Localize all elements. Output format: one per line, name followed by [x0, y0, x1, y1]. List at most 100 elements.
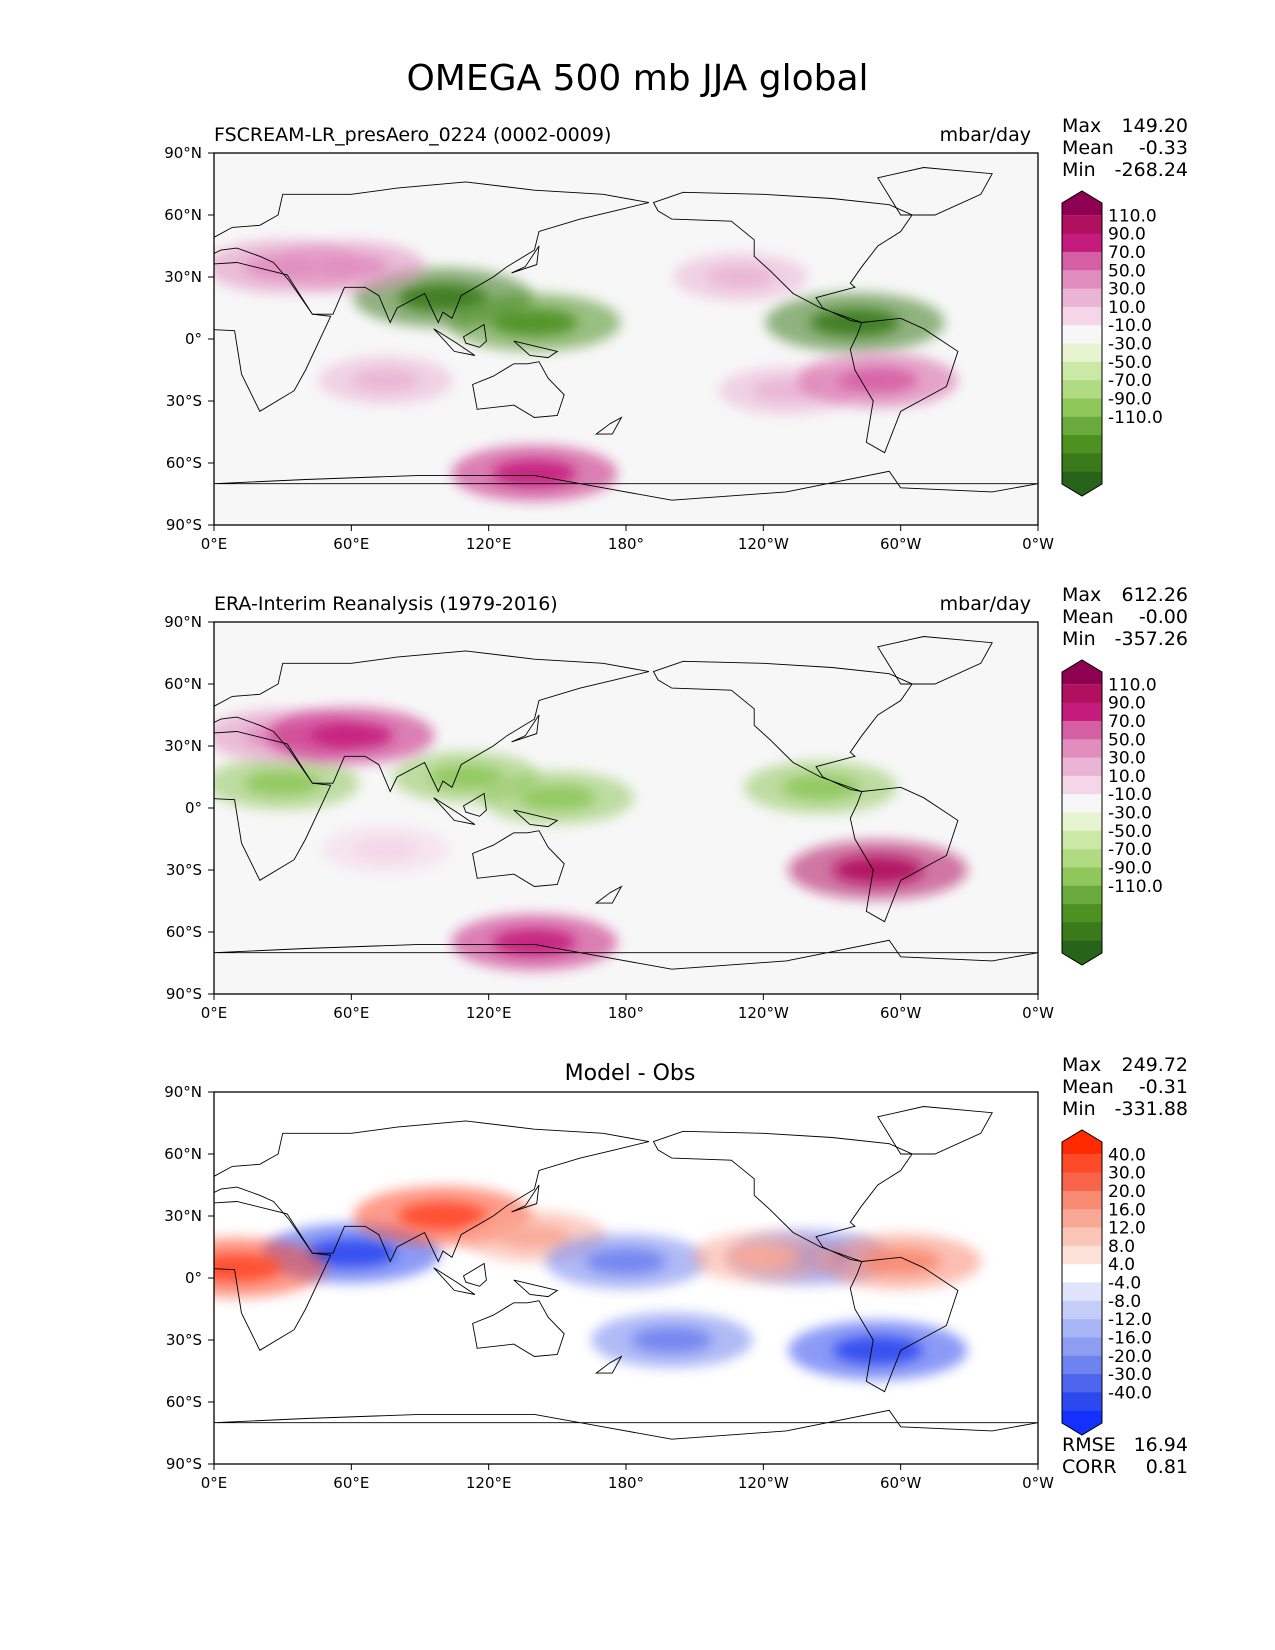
min-value: -357.26 [1114, 628, 1188, 650]
colorbar-label: 4.0 [1108, 1255, 1135, 1275]
field-core [832, 856, 923, 884]
units-label: mbar/day [939, 593, 1031, 615]
y-tick-label: 60°N [164, 206, 202, 224]
x-tick-label: 120°E [466, 535, 512, 553]
field-core [837, 367, 918, 394]
colorbar-swatch [1062, 739, 1102, 759]
colorbar-extend-max [1062, 191, 1102, 216]
rmse-label: RMSE [1062, 1434, 1116, 1456]
field-core [214, 1253, 282, 1282]
colorbar-label: -30.0 [1108, 1365, 1152, 1385]
colorbar-label: 110.0 [1108, 206, 1157, 226]
x-tick-label: 180° [608, 1474, 644, 1492]
colorbar-label: 20.0 [1108, 1182, 1146, 1202]
colorbar-extend-max [1062, 1130, 1102, 1155]
colorbar-swatch [1062, 398, 1102, 418]
y-tick-label: 60°S [166, 1393, 202, 1411]
x-tick-label: 120°E [466, 1474, 512, 1492]
coastline [214, 1120, 650, 1263]
error-stats: RMSE 16.94 CORR 0.81 [1062, 1434, 1188, 1478]
min-value: -268.24 [1114, 159, 1188, 181]
colorbar-swatch [1062, 1245, 1102, 1265]
colorbar-label: -10.0 [1108, 785, 1152, 805]
y-tick-label: 60°N [164, 1145, 202, 1163]
colorbar-swatch [1062, 251, 1102, 271]
x-tick-label: 0°W [1022, 1004, 1054, 1022]
x-tick-label: 120°W [738, 1004, 789, 1022]
corr-label: CORR [1062, 1456, 1117, 1478]
coastline [849, 317, 959, 454]
y-tick-label: 60°N [164, 675, 202, 693]
field-layer [214, 1186, 982, 1381]
field-core [398, 1202, 488, 1230]
colorbar-label: 30.0 [1108, 280, 1146, 300]
stats-block: Max 149.20 Mean -0.33 Min -268.24 [1062, 115, 1188, 181]
field-core [352, 369, 420, 392]
field-core [810, 308, 900, 337]
colorbar-swatch [1062, 757, 1102, 777]
coastline [462, 1262, 487, 1287]
colorbar-label: -30.0 [1108, 335, 1152, 355]
field-core [585, 1248, 667, 1275]
y-tick-label: 0° [185, 799, 202, 817]
field-core [309, 722, 393, 749]
stats-block: Max 249.72 Mean -0.31 Min -331.88 [1062, 1054, 1188, 1120]
map-plot: 0°E 60°E 120°E 180° 120°W 60°W 0°W 90°N 60°N 30°N… [164, 613, 1163, 1022]
colorbar-swatch [1062, 1172, 1102, 1192]
coastlines [214, 1106, 1038, 1440]
colorbar: 110.090.070.050.030.010.0-10.0-30.0-50.0… [1061, 190, 1163, 497]
coastlines [214, 636, 1038, 970]
field-core [398, 283, 488, 312]
coastline [214, 1201, 332, 1351]
colorbar-swatch [1062, 1355, 1102, 1375]
colorbar-label: -16.0 [1108, 1328, 1152, 1348]
colorbar-label: -40.0 [1108, 1383, 1152, 1403]
colorbar-label: -4.0 [1108, 1274, 1141, 1294]
max-value: 612.26 [1121, 584, 1188, 606]
coastline [513, 809, 559, 828]
colorbar-label: 90.0 [1108, 225, 1146, 245]
y-tick-label: 30°N [164, 1207, 202, 1225]
colorbar-swatch [1062, 812, 1102, 832]
colorbar-label: 16.0 [1108, 1200, 1146, 1220]
colorbar-swatch [1062, 830, 1102, 850]
rmse-value: 16.94 [1133, 1434, 1188, 1456]
coastline [594, 416, 623, 435]
field-core [492, 929, 577, 956]
x-tick-label: 60°W [880, 535, 922, 553]
coastline [594, 1355, 623, 1374]
max-label: Max [1062, 1054, 1102, 1076]
y-tick-label: 90°S [166, 985, 202, 1003]
coastline [877, 167, 993, 216]
x-tick-label: 120°W [738, 535, 789, 553]
field-core [518, 785, 596, 811]
colorbar-swatch [1062, 922, 1102, 942]
coastline [849, 786, 959, 923]
y-tick-label: 30°S [166, 861, 202, 879]
mean-label: Mean [1062, 1076, 1114, 1098]
colorbar: 40.030.020.016.012.08.04.0-4.0-8.0-12.0-… [1061, 1129, 1152, 1436]
mean-value: -0.33 [1138, 137, 1188, 159]
panel-title-left: FSCREAM-LR_presAero_0224 (0002-0009) [214, 124, 612, 146]
colorbar-swatch [1062, 720, 1102, 740]
coastline [511, 245, 540, 274]
coastline [462, 792, 487, 817]
colorbar-swatch [1062, 270, 1102, 290]
y-tick-label: 30°N [164, 737, 202, 755]
coastline [513, 1279, 559, 1298]
colorbar-swatch [1062, 885, 1102, 905]
colorbar-label: 8.0 [1108, 1237, 1135, 1257]
colorbar-label: -90.0 [1108, 389, 1152, 409]
units-label: mbar/day [939, 124, 1031, 146]
field-layer [214, 707, 968, 971]
colorbar-label: -70.0 [1108, 371, 1152, 391]
colorbar-label: -8.0 [1108, 1292, 1141, 1312]
x-tick-label: 60°E [333, 1474, 369, 1492]
min-label: Min [1062, 159, 1096, 181]
colorbar-swatch [1062, 1227, 1102, 1247]
coastline [511, 1184, 540, 1213]
colorbar-swatch [1062, 1392, 1102, 1412]
field-core [353, 838, 418, 861]
colorbar-outline [1061, 659, 1103, 966]
x-tick-label: 180° [608, 535, 644, 553]
